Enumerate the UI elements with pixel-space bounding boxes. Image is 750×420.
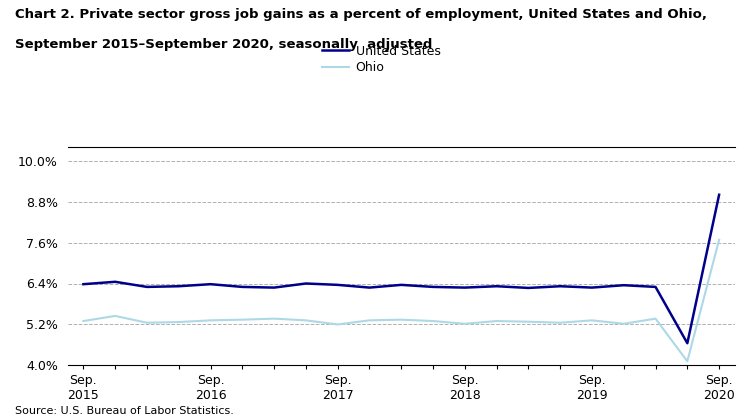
Legend: United States, Ohio: United States, Ohio bbox=[317, 39, 446, 79]
Text: September 2015–September 2020, seasonally  adjusted: September 2015–September 2020, seasonall… bbox=[15, 38, 432, 51]
Text: Chart 2. Private sector gross job gains as a percent of employment, United State: Chart 2. Private sector gross job gains … bbox=[15, 8, 707, 21]
Text: Source: U.S. Bureau of Labor Statistics.: Source: U.S. Bureau of Labor Statistics. bbox=[15, 406, 234, 416]
